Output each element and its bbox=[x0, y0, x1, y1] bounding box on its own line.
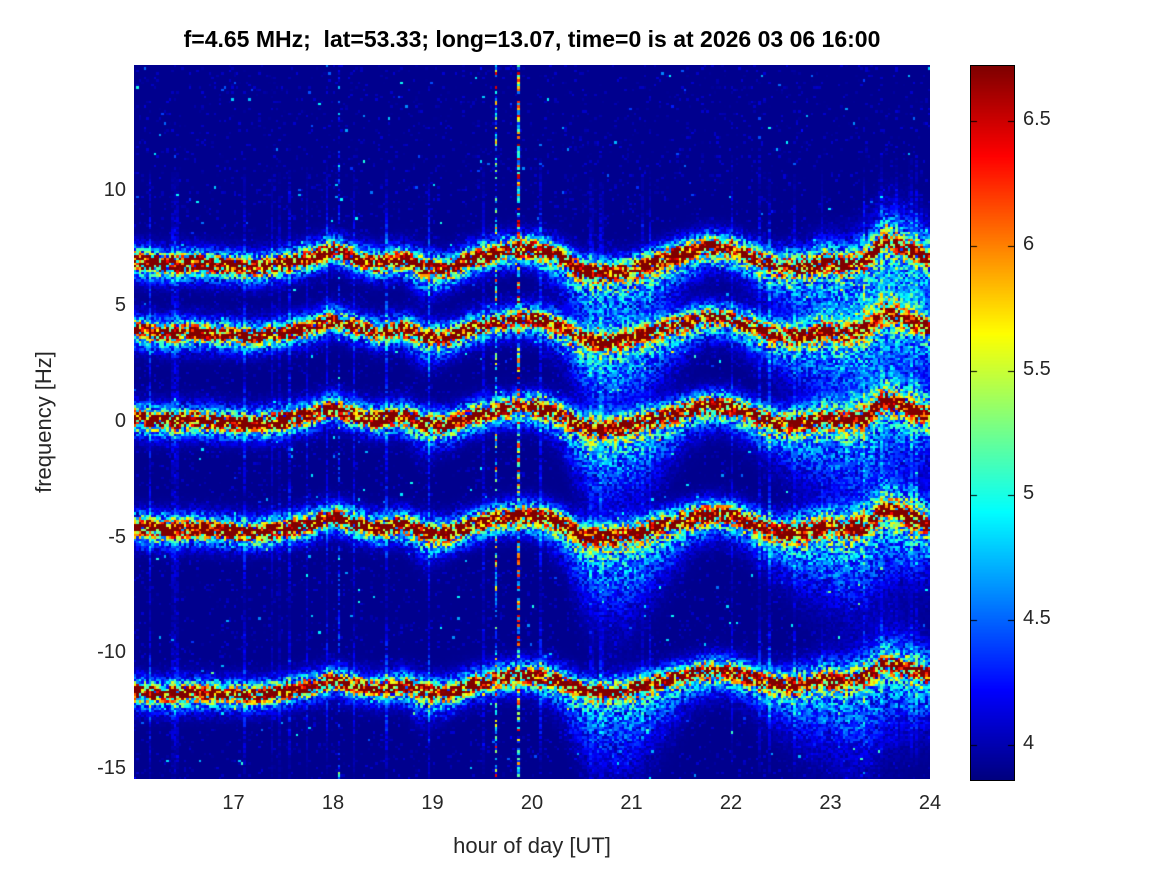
x-tick-label: 23 bbox=[819, 792, 842, 814]
colorbar-tick-label: 4 bbox=[1023, 732, 1035, 755]
colorbar-tick-label: 5 bbox=[1023, 482, 1035, 505]
x-tick-label: 17 bbox=[222, 792, 245, 814]
y-tick-label: 5 bbox=[114, 294, 126, 317]
x-tick-label: 18 bbox=[321, 792, 345, 814]
colorbar-tick-label: 4.5 bbox=[1023, 607, 1051, 630]
y-tick-label: -10 bbox=[97, 641, 126, 664]
x-tick-label: 19 bbox=[421, 792, 444, 814]
colorbar-tick-label: 6.5 bbox=[1023, 107, 1051, 130]
y-tick-label: -15 bbox=[97, 756, 126, 779]
figure-title: f=4.65 MHz; lat=53.33; long=13.07, time=… bbox=[183, 26, 881, 52]
y-tick-label: -5 bbox=[108, 525, 126, 548]
colorbar-tick-label: 5.5 bbox=[1023, 357, 1051, 380]
x-tick-label: 24 bbox=[918, 792, 942, 814]
x-tick-label: 21 bbox=[620, 792, 643, 814]
y-tick-label: 10 bbox=[103, 178, 126, 201]
y-axis-label: frequency [Hz] bbox=[31, 351, 56, 493]
colorbar-canvas bbox=[970, 65, 1015, 781]
x-tick-label: 20 bbox=[520, 792, 544, 814]
y-tick-label: 0 bbox=[114, 410, 126, 432]
colorbar-tick-label: 6 bbox=[1023, 232, 1035, 255]
x-tick-label: 22 bbox=[719, 792, 743, 814]
spectrogram-canvas bbox=[134, 65, 930, 779]
x-axis-label: hour of day [UT] bbox=[453, 833, 611, 858]
